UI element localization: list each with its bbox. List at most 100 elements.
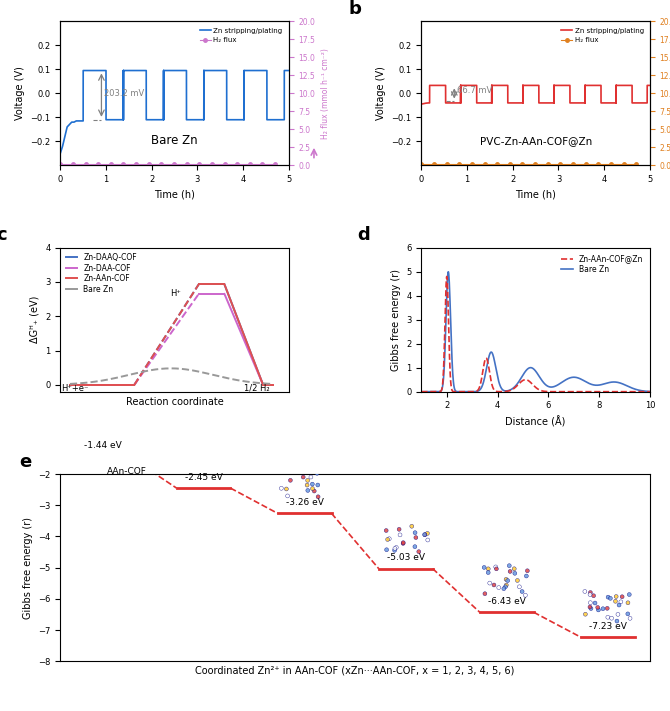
Legend: Zn-AAn-COF@Zn, Bare Zn: Zn-AAn-COF@Zn, Bare Zn xyxy=(558,252,646,277)
Text: -3.26 eV: -3.26 eV xyxy=(285,498,324,507)
X-axis label: Distance (Å): Distance (Å) xyxy=(505,416,566,427)
Text: PVC-Zn-AAn-COF@Zn: PVC-Zn-AAn-COF@Zn xyxy=(480,136,592,146)
Point xyxy=(298,471,309,483)
Point xyxy=(94,421,105,432)
Point xyxy=(509,563,520,574)
Y-axis label: ΔGᴴ₊ (eV): ΔGᴴ₊ (eV) xyxy=(29,296,40,343)
Point xyxy=(302,479,312,491)
Point xyxy=(211,463,222,474)
Point xyxy=(490,561,501,572)
Legend: Zn stripping/plating, H₂ flux: Zn stripping/plating, H₂ flux xyxy=(559,25,647,46)
Point xyxy=(586,603,596,614)
Point xyxy=(520,589,531,601)
Point xyxy=(483,567,494,578)
Point xyxy=(313,491,324,503)
Point xyxy=(78,415,88,427)
Point xyxy=(585,602,596,613)
Point xyxy=(384,533,395,545)
Point xyxy=(409,527,420,538)
Point xyxy=(488,579,499,591)
Point xyxy=(622,608,633,619)
Point xyxy=(498,583,509,594)
Point xyxy=(504,560,515,572)
Point xyxy=(603,592,614,603)
Text: H⁺+e⁻: H⁺+e⁻ xyxy=(61,384,88,392)
Point xyxy=(422,528,433,539)
Point xyxy=(210,445,220,456)
Text: -1.44 eV: -1.44 eV xyxy=(84,442,121,450)
Point xyxy=(616,596,626,607)
X-axis label: Time (h): Time (h) xyxy=(154,190,195,200)
Point xyxy=(514,581,525,592)
Text: H⁺: H⁺ xyxy=(170,289,181,298)
Point xyxy=(281,483,291,495)
Point xyxy=(479,562,490,573)
Point xyxy=(602,611,613,623)
Point xyxy=(381,525,391,536)
Point xyxy=(588,590,599,602)
Point xyxy=(624,589,634,600)
Point xyxy=(617,591,628,602)
Point xyxy=(624,613,635,624)
Point xyxy=(307,483,318,494)
Point xyxy=(302,485,313,496)
Point xyxy=(312,479,323,491)
Point xyxy=(585,589,596,600)
Point xyxy=(409,541,420,552)
Point xyxy=(605,593,616,604)
Text: b: b xyxy=(348,0,361,18)
Text: -6.43 eV: -6.43 eV xyxy=(488,597,526,606)
Point xyxy=(606,612,617,624)
Point xyxy=(220,452,231,464)
Point xyxy=(114,424,125,435)
Point xyxy=(109,422,120,433)
Point xyxy=(398,538,409,549)
Text: e: e xyxy=(19,453,31,471)
Point xyxy=(389,542,400,554)
Text: Bare Zn: Bare Zn xyxy=(151,134,198,146)
Point xyxy=(389,545,400,556)
Point xyxy=(383,534,393,545)
Point xyxy=(480,588,490,599)
Point xyxy=(297,466,308,477)
Point xyxy=(110,432,121,443)
Point xyxy=(119,410,130,421)
X-axis label: Reaction coordinate: Reaction coordinate xyxy=(126,397,223,407)
Point xyxy=(521,570,532,582)
Point xyxy=(505,566,515,577)
Point xyxy=(509,567,520,579)
Point xyxy=(580,609,591,620)
Point xyxy=(309,486,320,497)
Point xyxy=(285,475,295,486)
Y-axis label: Gibbs free energy (r): Gibbs free energy (r) xyxy=(391,269,401,370)
Point xyxy=(220,457,231,469)
Y-axis label: Voltage (V): Voltage (V) xyxy=(376,66,386,120)
Point xyxy=(598,603,608,614)
Point xyxy=(395,529,405,540)
Point xyxy=(391,542,401,553)
Point xyxy=(612,615,622,626)
Point xyxy=(590,597,600,609)
Legend: Zn stripping/plating, H₂ flux: Zn stripping/plating, H₂ flux xyxy=(198,25,285,46)
Text: 66.7 mV: 66.7 mV xyxy=(457,86,492,95)
Point xyxy=(207,441,218,452)
Point xyxy=(593,604,604,616)
Point xyxy=(407,520,417,532)
Text: -2.45 eV: -2.45 eV xyxy=(185,473,222,482)
Point xyxy=(484,577,495,589)
Point xyxy=(522,565,533,577)
Point xyxy=(276,483,287,494)
Point xyxy=(413,546,424,557)
Text: 203.2 mV: 203.2 mV xyxy=(104,89,144,97)
Point xyxy=(610,596,621,607)
Point xyxy=(500,581,511,592)
Point xyxy=(602,603,612,614)
Point xyxy=(493,582,504,593)
Y-axis label: Gibbs free energy (r): Gibbs free energy (r) xyxy=(23,517,33,619)
Text: d: d xyxy=(357,227,370,245)
Point xyxy=(306,471,316,483)
Point xyxy=(381,544,392,555)
Text: AAn-COF: AAn-COF xyxy=(107,466,147,476)
Point xyxy=(419,529,430,540)
Point xyxy=(177,446,188,457)
